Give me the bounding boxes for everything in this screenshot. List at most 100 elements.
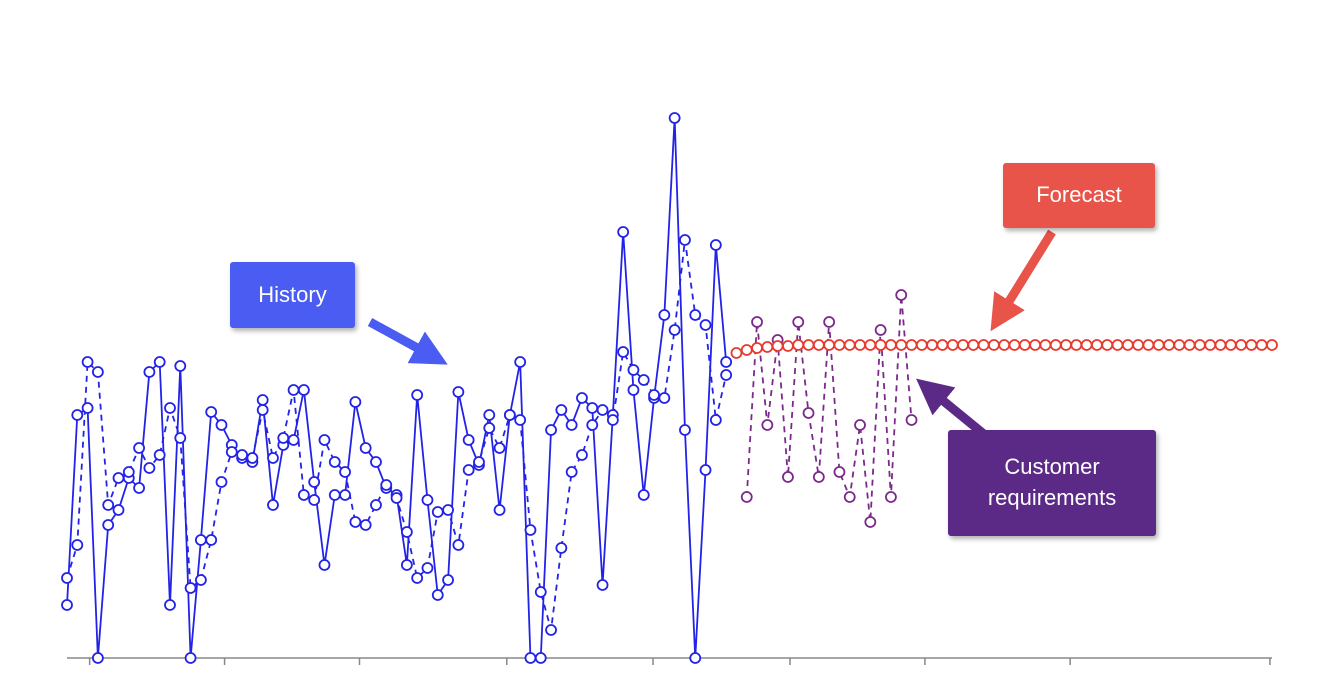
point: [1214, 339, 1227, 351]
point: [61, 599, 73, 611]
point: [102, 519, 115, 531]
point: [1111, 339, 1124, 351]
point: [545, 424, 557, 436]
point: [339, 466, 351, 478]
point: [1194, 339, 1206, 351]
point: [864, 516, 877, 528]
point: [359, 519, 372, 531]
point: [112, 504, 125, 516]
point: [153, 449, 166, 461]
history-callout: History: [230, 262, 355, 328]
point: [61, 572, 73, 584]
point: [1163, 339, 1175, 351]
point: [926, 339, 939, 351]
point: [370, 456, 382, 468]
point: [915, 339, 928, 351]
point: [1060, 339, 1072, 351]
point: [957, 339, 969, 351]
point: [1029, 339, 1042, 351]
point: [205, 406, 218, 418]
customer-arrow: [916, 378, 988, 439]
point: [91, 652, 104, 664]
point: [308, 476, 321, 488]
point: [709, 414, 722, 426]
point: [297, 489, 310, 501]
point: [895, 289, 908, 301]
point: [400, 526, 413, 538]
point: [1266, 339, 1278, 351]
point: [71, 409, 84, 421]
point: [689, 309, 702, 321]
point: [205, 534, 218, 546]
point: [555, 404, 568, 416]
point: [452, 386, 465, 398]
point: [802, 339, 815, 351]
point: [133, 442, 145, 454]
point: [256, 394, 269, 406]
point: [164, 599, 176, 611]
point: [483, 422, 496, 434]
forecast-callout: Forecast: [1003, 163, 1155, 228]
point: [668, 112, 681, 124]
point: [854, 419, 866, 431]
point: [1255, 339, 1268, 351]
point: [576, 392, 588, 404]
point: [1183, 339, 1196, 351]
point: [390, 492, 403, 504]
point: [431, 506, 444, 518]
point: [493, 442, 506, 454]
point: [143, 462, 156, 474]
point: [967, 339, 980, 351]
point: [761, 419, 774, 431]
point: [1121, 339, 1134, 351]
point: [236, 449, 248, 461]
point: [843, 491, 856, 503]
point: [1080, 339, 1093, 351]
point: [91, 366, 104, 378]
point: [318, 559, 331, 571]
point: [658, 309, 671, 321]
point: [833, 339, 846, 351]
point: [586, 402, 599, 414]
point: [555, 542, 568, 554]
point: [421, 562, 434, 574]
point: [823, 339, 836, 351]
point: [689, 652, 702, 664]
point: [1039, 339, 1052, 351]
point: [988, 339, 1000, 351]
point: [679, 234, 691, 246]
point: [782, 340, 794, 352]
point: [823, 316, 836, 328]
point: [174, 360, 187, 372]
point: [102, 499, 115, 511]
point: [771, 340, 784, 352]
point: [936, 339, 949, 351]
point: [699, 319, 712, 331]
point: [1245, 339, 1258, 351]
point: [534, 652, 547, 664]
point: [462, 464, 475, 476]
point: [524, 524, 537, 536]
point: [637, 489, 650, 501]
point: [122, 466, 135, 478]
point: [740, 344, 753, 356]
history-arrow: [367, 318, 448, 365]
point: [431, 589, 444, 601]
point: [534, 586, 547, 598]
point: [215, 419, 228, 431]
point: [1101, 339, 1114, 351]
point: [318, 434, 331, 446]
point: [133, 482, 145, 494]
point: [174, 432, 187, 444]
point: [462, 434, 475, 446]
point: [864, 339, 877, 351]
point: [1235, 339, 1248, 351]
point: [503, 409, 516, 421]
point: [792, 339, 805, 351]
point: [493, 504, 506, 516]
point: [905, 414, 918, 426]
point: [349, 396, 362, 408]
point: [606, 414, 619, 426]
point: [380, 479, 393, 491]
point: [184, 652, 197, 664]
